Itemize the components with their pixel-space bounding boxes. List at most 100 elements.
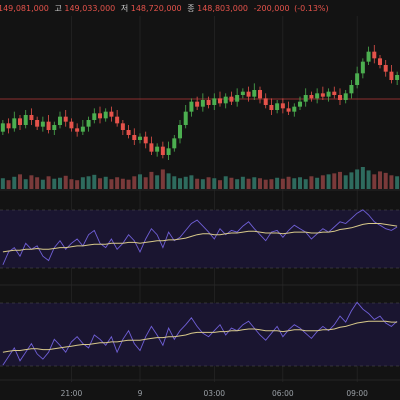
candle-body[interactable] [246, 91, 251, 97]
candle-body[interactable] [98, 113, 102, 119]
candle-body[interactable] [178, 125, 182, 139]
candle-body[interactable] [360, 61, 365, 74]
candle-body[interactable] [138, 136, 142, 140]
oscillator-panel-1 [2, 209, 398, 265]
candle-body[interactable] [63, 116, 68, 122]
candle-body[interactable] [35, 120, 40, 127]
candle-body[interactable] [115, 116, 120, 124]
volume-bar [18, 174, 22, 189]
candle-body[interactable] [240, 91, 245, 95]
candle-body[interactable] [366, 51, 371, 62]
volume-bar [315, 177, 320, 189]
candle-body[interactable] [223, 96, 228, 104]
candle-body[interactable] [103, 111, 108, 119]
candle-body[interactable] [109, 111, 114, 117]
candle-body[interactable] [69, 121, 74, 129]
volume-bar [263, 179, 268, 189]
candle-body[interactable] [229, 96, 234, 102]
candle-body[interactable] [343, 93, 348, 100]
candle-body[interactable] [12, 118, 17, 129]
candle-body[interactable] [166, 148, 171, 155]
candle-body[interactable] [120, 123, 125, 130]
volume-bars [0, 167, 400, 189]
candle-body[interactable] [286, 108, 291, 112]
candle-body[interactable] [212, 98, 217, 105]
candle-body[interactable] [58, 116, 62, 125]
volume-bar [360, 167, 365, 189]
candle-body[interactable] [195, 101, 200, 107]
candle-body[interactable] [92, 113, 97, 120]
candle-body[interactable] [332, 91, 337, 95]
candle-body[interactable] [0, 123, 5, 132]
oscillator-band [0, 210, 400, 268]
volume-bar [160, 169, 165, 189]
candle-body[interactable] [389, 71, 394, 80]
candle-body[interactable] [338, 95, 342, 100]
volume-bar [338, 171, 342, 189]
candle-body[interactable] [326, 91, 331, 97]
candle-body[interactable] [395, 75, 400, 80]
candle-body[interactable] [275, 103, 280, 110]
candle-body[interactable] [298, 101, 302, 107]
candle-body[interactable] [86, 120, 91, 127]
candle-body[interactable] [200, 100, 205, 107]
candle-body[interactable] [18, 118, 22, 125]
candle-body[interactable] [46, 121, 51, 130]
volume-bar [212, 178, 217, 189]
candle-body[interactable] [40, 121, 45, 127]
candle-body[interactable] [149, 143, 154, 152]
candle-body[interactable] [303, 95, 308, 102]
volume-bar [303, 179, 308, 189]
candle-body[interactable] [23, 115, 28, 125]
low-label: 저 [121, 4, 128, 13]
close-label: 종 [187, 4, 194, 13]
candle-body[interactable] [52, 125, 57, 130]
candle-body[interactable] [280, 103, 285, 109]
candle-body[interactable] [155, 146, 160, 152]
candle-body[interactable] [132, 135, 137, 140]
candle-body[interactable] [172, 138, 177, 149]
candle-body[interactable] [315, 93, 320, 99]
change-percent: (-0.13%) [294, 4, 329, 13]
candle-body[interactable] [80, 126, 85, 132]
volume-bar [126, 179, 131, 189]
candle-body[interactable] [160, 146, 165, 155]
candle-body[interactable] [218, 98, 222, 104]
candle-body[interactable] [126, 130, 131, 135]
volume-bar [389, 175, 394, 189]
time-axis-label: 03:00 [203, 389, 225, 398]
candle-body[interactable] [75, 128, 80, 132]
volume-bar [172, 176, 177, 189]
candle-body[interactable] [383, 65, 388, 72]
candle-body[interactable] [269, 105, 274, 110]
volume-bar [138, 174, 142, 189]
candle-body[interactable] [349, 85, 354, 94]
volume-bar [218, 180, 222, 189]
candle-body[interactable] [263, 98, 268, 105]
candle-body[interactable] [258, 90, 262, 99]
candle-body[interactable] [206, 100, 211, 105]
candle-body[interactable] [252, 90, 257, 97]
oscillator-line [2, 209, 398, 265]
candle-body[interactable] [309, 95, 314, 99]
candle-body[interactable] [292, 106, 297, 112]
candlesticks[interactable] [0, 45, 400, 160]
candle-body[interactable] [320, 93, 325, 97]
candle-body[interactable] [235, 95, 240, 102]
candle-body[interactable] [372, 51, 377, 59]
volume-bar [143, 177, 148, 189]
volume-bar [120, 178, 125, 189]
candle-body[interactable] [29, 115, 34, 120]
volume-bar [115, 177, 120, 189]
volume-bar [269, 179, 274, 189]
candle-body[interactable] [143, 136, 148, 144]
candle-body[interactable] [183, 111, 188, 125]
candle-body[interactable] [355, 73, 360, 85]
volume-bar [252, 177, 257, 189]
candle-body[interactable] [189, 101, 194, 112]
volume-bar [240, 176, 245, 189]
volume-bar [109, 179, 114, 189]
candle-body[interactable] [378, 58, 382, 65]
candle-body[interactable] [6, 123, 11, 129]
